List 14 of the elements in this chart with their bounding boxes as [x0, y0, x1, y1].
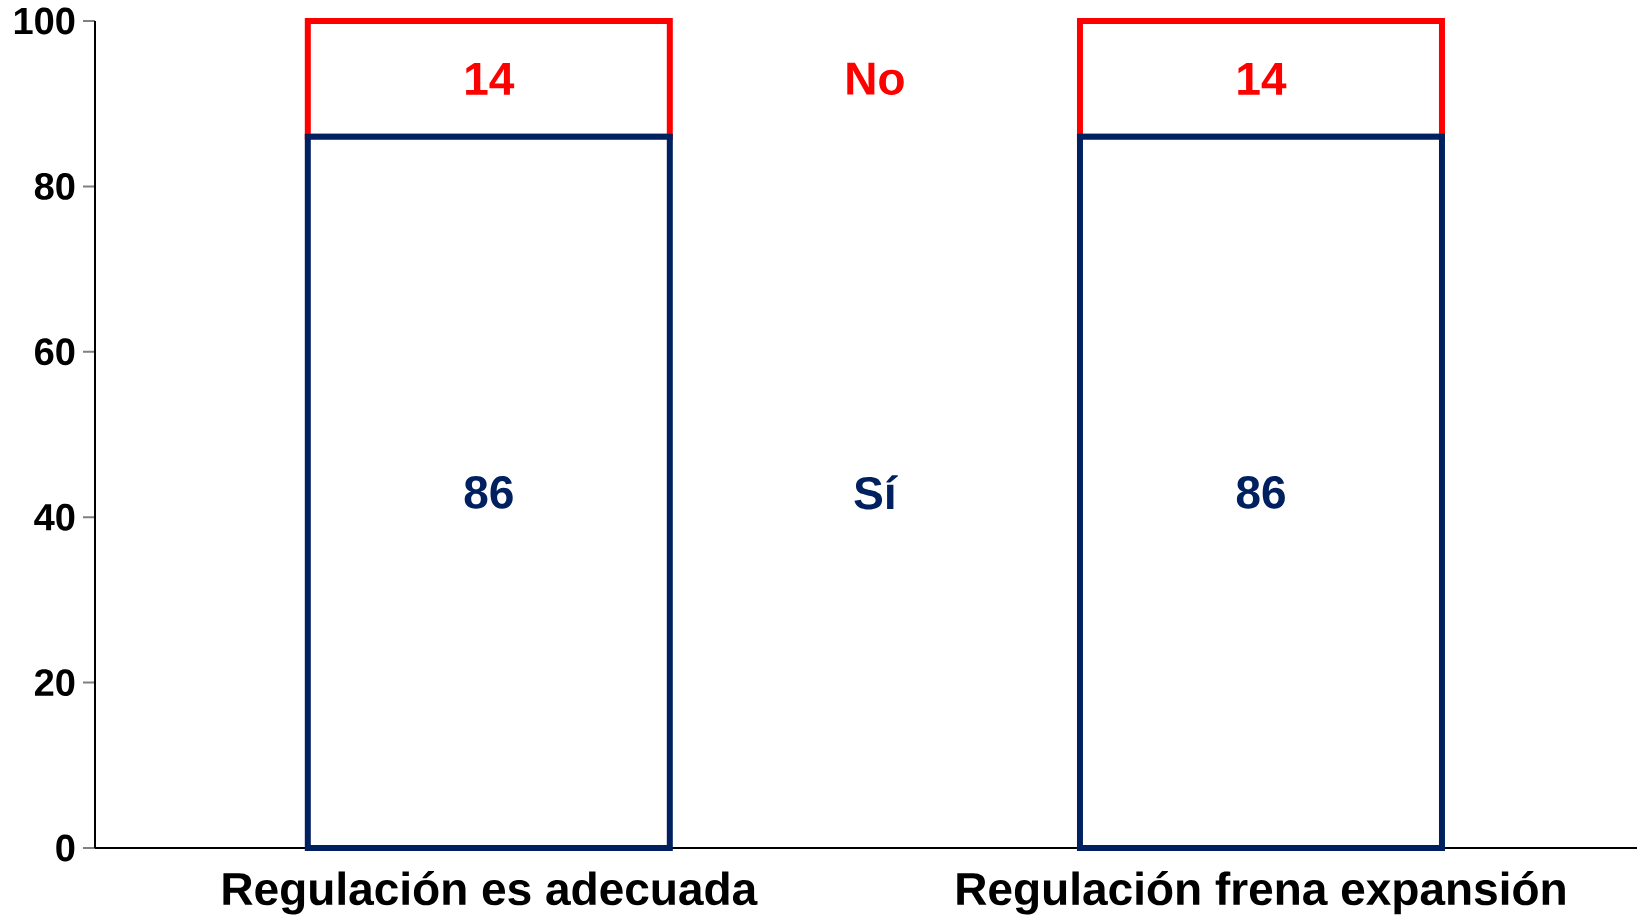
y-tick-label: 0 [56, 834, 75, 862]
y-tick-label: 20 [34, 669, 75, 697]
data-label: 14 [466, 63, 515, 95]
x-tick-label: Regulación es adecuada [223, 871, 758, 915]
x-tick-label: Regulación frena expansión [957, 871, 1565, 915]
y-tick-label: 60 [35, 338, 75, 366]
data-label: 86 [1236, 476, 1285, 509]
data-label: 86 [464, 476, 513, 509]
text: Sí [854, 475, 898, 510]
text: No [847, 62, 904, 95]
y-tick-label: 100 [14, 7, 75, 35]
y-tick-label: 80 [34, 172, 75, 200]
y-tick-label: 40 [34, 503, 75, 531]
data-label: 14 [1238, 63, 1287, 95]
